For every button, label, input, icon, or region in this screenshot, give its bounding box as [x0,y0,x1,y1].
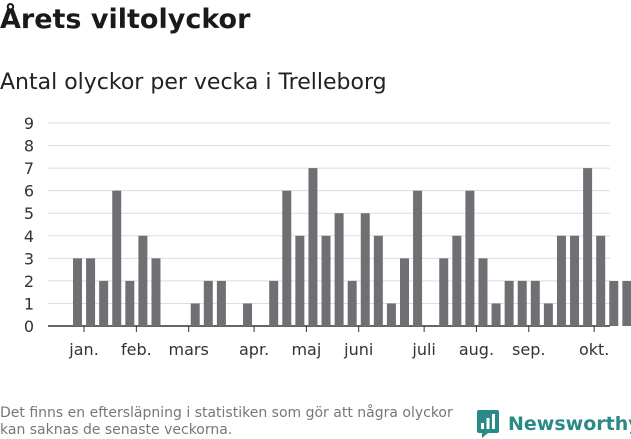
bar [347,280,357,326]
bars [73,168,631,326]
x-tick-label: feb. [121,340,152,359]
bar [295,235,305,326]
bar [596,235,606,326]
bar [334,213,344,326]
bar [151,258,161,326]
bar [282,190,292,326]
bar [373,235,383,326]
brand-name: Newsworthy [508,413,631,435]
y-tick-label: 6 [24,182,34,201]
x-tick-label: nov. [630,340,631,359]
x-tick-label: mars [169,340,209,359]
y-tick-label: 7 [24,159,34,178]
x-tick-label: juli [411,340,435,359]
y-tick-label: 3 [24,249,34,268]
bar [517,280,527,326]
bar-chart: 0 1 2 3 4 5 6 7 8 9 jan. feb. mars apr. maj juni juli au… [24,114,631,359]
bar [216,280,226,326]
y-axis-ticks: 0 1 2 3 4 5 6 7 8 9 [24,114,34,336]
bar [138,235,148,326]
chart-title: Årets viltolyckor [0,4,251,35]
bar [112,190,122,326]
bar [609,280,619,326]
y-tick-label: 5 [24,204,34,223]
x-tick-label: aug. [459,340,494,359]
y-tick-label: 1 [24,294,34,313]
y-tick-label: 2 [24,272,34,291]
bar [570,235,580,326]
x-tick-label: okt. [579,340,609,359]
bar [321,235,331,326]
x-tick-label: jan. [68,340,98,359]
chart-subtitle: Antal olyckor per vecka i Trelleborg [0,70,387,95]
bar [99,280,109,326]
bar [190,303,200,326]
bar [583,168,593,326]
bar [203,280,213,326]
y-tick-label: 0 [24,317,34,336]
footnote: Det finns en eftersläpning i statistiken… [0,405,453,438]
bar [465,190,475,326]
bar [439,258,449,326]
x-tick-label: juni [343,340,373,359]
bar [504,280,514,326]
bar [622,280,631,326]
x-axis-ticks: jan. feb. mars apr. maj juni juli aug. sep. okt. n… [68,326,631,359]
bar [543,303,553,326]
bar [386,303,396,326]
bar [452,235,462,326]
bar [86,258,96,326]
bar [413,190,423,326]
bar [530,280,540,326]
y-tick-label: 4 [24,227,34,246]
x-tick-label: sep. [512,340,545,359]
bar [125,280,135,326]
bar [360,213,370,326]
y-tick-label: 8 [24,137,34,156]
brand-logo[interactable]: Newsworthy [476,409,631,439]
bar [556,235,566,326]
bar [478,258,488,326]
x-tick-label: maj [291,340,321,359]
bar [308,168,318,326]
x-tick-label: apr. [239,340,269,359]
bar [73,258,82,326]
bar [400,258,409,326]
y-tick-label: 9 [24,114,34,133]
bar [269,280,279,326]
bar [491,303,501,326]
newsworthy-icon [477,410,499,438]
bar [243,303,253,326]
